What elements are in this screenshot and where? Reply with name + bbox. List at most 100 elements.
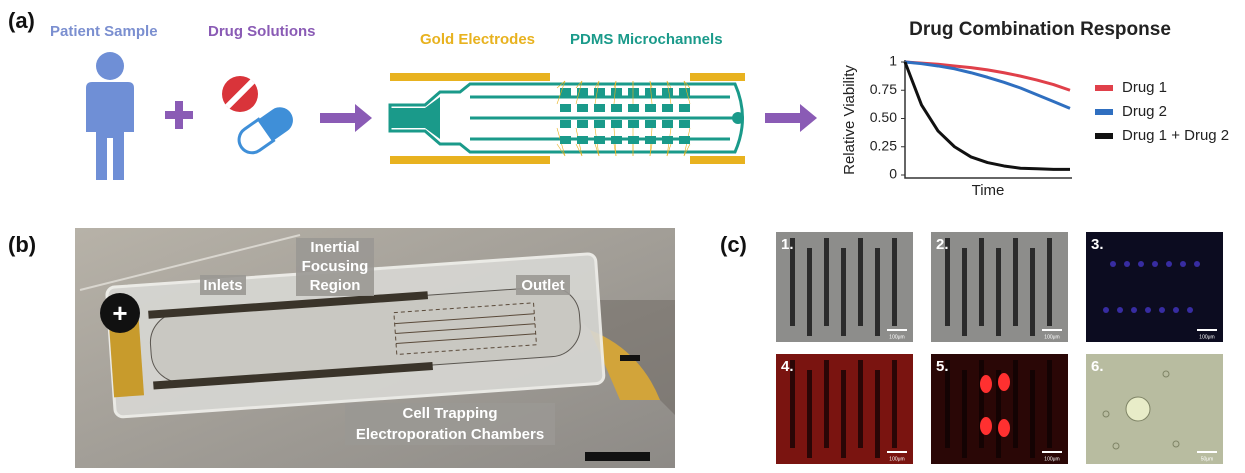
polarity-label: + (112, 298, 127, 328)
electrode (979, 360, 984, 448)
cell (1124, 261, 1130, 267)
electrode-trace (613, 80, 617, 105)
cell (998, 373, 1010, 391)
chamber (560, 120, 571, 128)
chamber (662, 120, 673, 128)
tile-label: 3. (1091, 236, 1104, 253)
scale-bar (1042, 329, 1062, 331)
electrode (945, 238, 950, 326)
scale-label: 100μm (1044, 456, 1059, 462)
electrode (979, 238, 984, 326)
electrode-trace (594, 80, 600, 105)
electrode (996, 248, 1001, 336)
panel-label: (b) (8, 232, 36, 257)
chart: Drug Combination Response Relative Viabi… (841, 19, 1229, 199)
electrode-trace (666, 80, 672, 89)
x-axis-label: Time (972, 182, 1005, 199)
electrode (1013, 238, 1018, 326)
legend-label: Drug 1 (1122, 79, 1167, 96)
cell (998, 419, 1010, 437)
scale-label: 100μm (889, 456, 904, 462)
electrode-trace (683, 80, 691, 105)
chamber (594, 88, 605, 96)
cell (1162, 370, 1170, 378)
photo-label: Inertial (310, 239, 359, 256)
electrode-trace (683, 80, 691, 89)
electrode (841, 370, 846, 458)
y-axis-label: Relative Viability (841, 65, 858, 175)
micrograph (1086, 354, 1223, 464)
chamber (611, 104, 622, 112)
cell (1194, 261, 1200, 267)
scale-bar (1197, 451, 1217, 453)
panel-label: (a) (8, 8, 35, 33)
tile-label: 1. (781, 236, 794, 253)
electrode (790, 238, 795, 326)
cell (1187, 307, 1193, 313)
cell (980, 417, 992, 435)
y-tick-label: 0.75 (870, 81, 897, 97)
cell (1112, 442, 1120, 450)
electrode (892, 238, 897, 326)
electrode-trace (556, 80, 566, 105)
y-tick-label: 1 (889, 53, 897, 69)
chamber (577, 104, 588, 112)
electrode-trace (649, 80, 653, 105)
chamber (679, 104, 690, 112)
axis (904, 60, 1072, 179)
chamber (679, 136, 690, 144)
cell (1138, 261, 1144, 267)
chamber (577, 120, 588, 128)
cell (1102, 410, 1110, 418)
photo-label: Region (310, 277, 361, 294)
electrode-trace (575, 80, 583, 89)
chamber (594, 120, 605, 128)
scale-bar (1197, 329, 1217, 331)
chamber (645, 136, 656, 144)
electrode-trace (575, 143, 583, 157)
chamber (628, 104, 639, 112)
scale-label: 100μm (1044, 334, 1059, 340)
photo-label: Cell Trapping (402, 405, 497, 422)
label: Drug Solutions (208, 23, 316, 40)
electrode (962, 248, 967, 336)
electrode (1047, 360, 1052, 448)
chamber (679, 120, 690, 128)
chamber (645, 88, 656, 96)
photo-label: Outlet (521, 277, 564, 294)
electrode (1013, 360, 1018, 448)
electrode (790, 360, 795, 448)
line (904, 60, 1071, 110)
cell (1172, 440, 1180, 448)
photo-label: Focusing (302, 258, 369, 275)
cell (1152, 261, 1158, 267)
electrode (807, 370, 812, 458)
scale-bar (1042, 451, 1062, 453)
tile-label: 4. (781, 358, 794, 375)
chamber (662, 136, 673, 144)
chamber (662, 88, 673, 96)
chamber (611, 136, 622, 144)
legend-swatch (1095, 85, 1113, 91)
tile-label: 2. (936, 236, 949, 253)
scale-label: 100μm (889, 334, 904, 340)
electrode (875, 370, 880, 458)
label: PDMS Microchannels (570, 31, 723, 48)
electrode-trace (556, 143, 566, 157)
chamber (628, 120, 639, 128)
cell (980, 375, 992, 393)
electrode (858, 360, 863, 448)
electrode-trace (666, 80, 672, 105)
electrode (962, 370, 967, 458)
legend-label: Drug 2 (1122, 103, 1167, 120)
electrode (875, 248, 880, 336)
arrow (320, 104, 372, 132)
electrode (1047, 238, 1052, 326)
cell (1110, 261, 1116, 267)
chamber (560, 136, 571, 144)
cell (1166, 261, 1172, 267)
electrode (807, 248, 812, 336)
cell (1180, 261, 1186, 267)
micrographs: 1. 100μm 2. 100μm 3. 100μm 4. 100μm 5. 100μm 6. 50μ… (776, 232, 1223, 464)
